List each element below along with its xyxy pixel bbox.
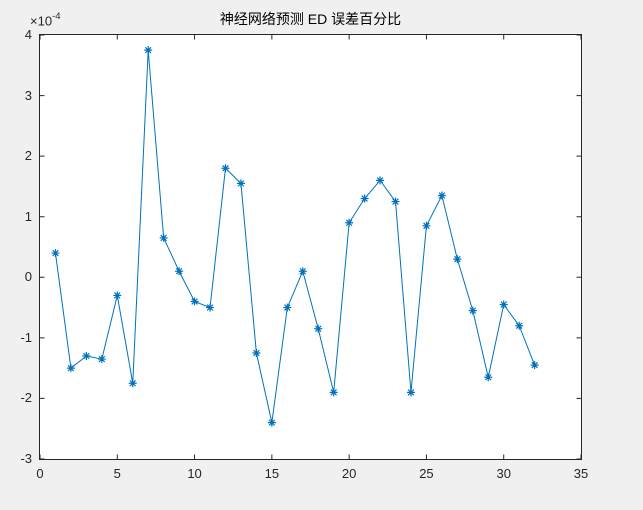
x-tick-label: 30 [496, 466, 511, 481]
axis-tick-marks [40, 35, 581, 459]
y-axis-exponent-label: ×10-4 [30, 11, 61, 29]
x-tick-label: 5 [113, 466, 121, 481]
x-tick-label: 15 [264, 466, 280, 481]
y-exponent-base: ×10 [30, 13, 53, 29]
y-tick-label: 2 [24, 148, 32, 164]
chart-title: 神经网络预测 ED 误差百分比 [219, 11, 402, 27]
y-tick-label: -2 [20, 390, 32, 406]
x-tick-label: 0 [36, 466, 44, 481]
y-tick-label: 1 [24, 208, 32, 224]
x-tick-label: 35 [573, 466, 589, 481]
y-tick-label: -3 [20, 451, 32, 466]
x-tick-label: 20 [341, 466, 357, 481]
y-exponent-power: -4 [52, 11, 61, 22]
plot-area[interactable] [39, 34, 582, 460]
data-point-markers [51, 46, 539, 427]
x-tick-label: 25 [419, 466, 434, 481]
plot-canvas [40, 35, 581, 459]
y-tick-label: 3 [24, 87, 32, 103]
y-tick-label: 4 [24, 27, 32, 42]
x-tick-label: 10 [187, 466, 202, 481]
y-tick-label: 0 [24, 269, 32, 285]
data-series-line [54, 50, 536, 423]
y-tick-label: -1 [20, 329, 32, 345]
